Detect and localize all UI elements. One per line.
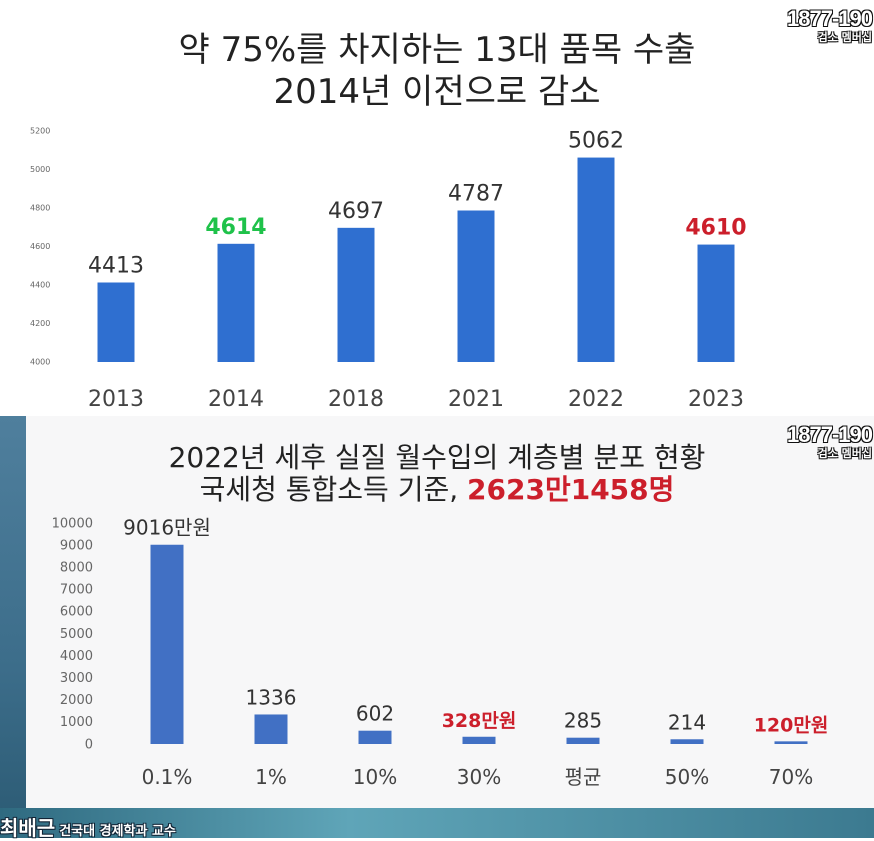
chart1-title-line2: 2014년 이전으로 감소: [273, 72, 601, 112]
watermark-2: 1877-190 검소 멤버십: [787, 422, 873, 461]
export-bar-chart: 4000 4200 4400 4600 4800 5000 5200 4413 2013 4614…: [30, 127, 747, 412]
bar-1%: [254, 714, 288, 744]
bar-2013: [97, 282, 135, 362]
chart2-title-line2: 국세청 통합소득 기준, 2623만1458명: [0, 468, 874, 508]
data-label: 9016만원: [123, 516, 211, 540]
side-strip: [0, 416, 26, 838]
bar-30%: [462, 736, 496, 744]
bar-2021: [457, 210, 495, 362]
data-label: 285: [564, 709, 602, 733]
y-tick-label: 0: [85, 737, 93, 752]
x-tick-label: 2018: [328, 387, 384, 412]
y-tick-label: 4400: [30, 281, 50, 290]
x-tick-label: 2013: [88, 387, 144, 412]
x-tick-label: 2014: [208, 387, 264, 412]
data-label: 4413: [88, 253, 144, 278]
y-tick-label: 5000: [60, 627, 93, 642]
data-label: 5062: [568, 129, 624, 154]
y-tick-label: 5200: [30, 127, 50, 136]
bottom-band: [0, 808, 874, 838]
watermark-subtitle: 검소 멤버십: [817, 31, 872, 44]
x-tick-label: 평균: [565, 765, 602, 789]
bar-평균: [566, 737, 600, 744]
y-tick-label: 4000: [60, 649, 93, 664]
data-label: 4787: [448, 182, 504, 207]
data-label: 4697: [328, 199, 384, 224]
y-tick-label: 6000: [60, 605, 93, 620]
chart1-title-line1: 약 75%를 차지하는 13대 품목 수출: [178, 30, 696, 70]
y-tick-label: 8000: [60, 561, 93, 576]
y-tick-label: 2000: [60, 693, 93, 708]
chart2-title-line1: 2022년 세후 실질 월수입의 계층별 분포 현황: [168, 441, 706, 474]
speaker-caption: 최배근 건국대 경제학과 교수: [0, 812, 176, 841]
speaker-role: 건국대 경제학과 교수: [59, 824, 176, 839]
y-tick-label: 5000: [30, 165, 50, 174]
x-tick-label: 50%: [665, 765, 709, 789]
bar-70%: [774, 741, 808, 744]
data-label: 328만원: [442, 710, 517, 732]
chart2-title-highlight: 2623만1458명: [467, 473, 675, 506]
bar-2023: [697, 244, 735, 362]
y-tick-label: 4600: [30, 242, 50, 251]
x-tick-label: 0.1%: [142, 765, 193, 789]
watermark-1: 1877-190 검소 멤버십: [787, 6, 873, 45]
data-label: 214: [668, 710, 706, 734]
y-tick-label: 4800: [30, 204, 50, 213]
y-tick-label: 9000: [60, 538, 93, 553]
bar-0.1%: [150, 544, 184, 744]
watermark-number: 1877-190: [787, 6, 873, 31]
x-tick-label: 70%: [769, 765, 813, 789]
x-tick-label: 2021: [448, 387, 504, 412]
x-tick-label: 2022: [568, 387, 624, 412]
income-bar-chart: 0 1000 2000 3000 4000 5000 6000 7000 8000 9000 100…: [52, 516, 829, 789]
bar-2018: [337, 227, 375, 362]
speaker-name: 최배근: [0, 816, 56, 840]
x-tick-label: 10%: [353, 765, 397, 789]
data-label: 120만원: [754, 714, 829, 736]
chart2-title-prefix: 국세청 통합소득 기준,: [199, 473, 468, 506]
watermark-number: 1877-190: [787, 422, 873, 447]
bar-10%: [358, 730, 392, 744]
x-tick-label: 2023: [688, 387, 744, 412]
y-tick-label: 4200: [30, 319, 50, 328]
bar-2022: [577, 157, 615, 362]
y-tick-label: 1000: [60, 715, 93, 730]
income-chart-panel: 2022년 세후 실질 월수입의 계층별 분포 현황 국세청 통합소득 기준, …: [0, 416, 874, 841]
y-tick-label: 10000: [52, 516, 93, 531]
x-tick-label: 30%: [457, 765, 501, 789]
y-tick-label: 3000: [60, 671, 93, 686]
x-tick-label: 1%: [255, 765, 287, 789]
data-label: 602: [356, 702, 394, 726]
bar-50%: [670, 739, 704, 744]
data-label: 4610: [685, 216, 746, 241]
bar-2014: [217, 243, 255, 362]
y-tick-label: 7000: [60, 583, 93, 598]
watermark-subtitle: 검소 멤버십: [817, 447, 872, 460]
y-tick-label: 4000: [30, 358, 50, 367]
export-chart-panel: 약 75%를 차지하는 13대 품목 수출 2014년 이전으로 감소 1877…: [0, 0, 874, 416]
data-label: 1336: [246, 685, 297, 709]
data-label: 4614: [205, 215, 266, 240]
